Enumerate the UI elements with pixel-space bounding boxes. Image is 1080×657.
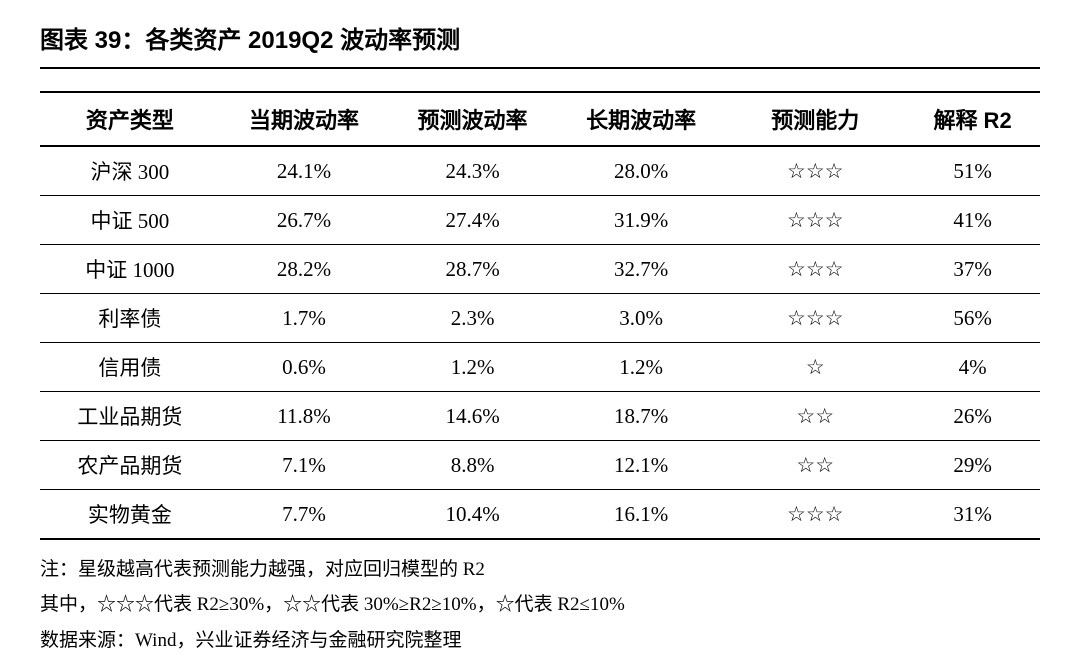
cell-asset: 信用债 (40, 343, 220, 392)
table-row: 中证 50026.7%27.4%31.9%☆☆☆41% (40, 196, 1040, 245)
cell-current-vol: 26.7% (220, 196, 389, 245)
cell-longterm-vol: 32.7% (557, 245, 726, 294)
table-row: 工业品期货11.8%14.6%18.7%☆☆26% (40, 392, 1040, 441)
cell-stars: ☆☆☆ (725, 245, 905, 294)
cell-predicted-vol: 8.8% (388, 441, 557, 490)
note-line-3: 数据来源：Wind，兴业证券经济与金融研究院整理 (40, 625, 1040, 657)
chart-title-region: 图表 39：各类资产 2019Q2 波动率预测 (40, 20, 1040, 69)
cell-predicted-vol: 28.7% (388, 245, 557, 294)
cell-longterm-vol: 12.1% (557, 441, 726, 490)
cell-predicted-vol: 2.3% (388, 294, 557, 343)
cell-current-vol: 28.2% (220, 245, 389, 294)
cell-current-vol: 7.1% (220, 441, 389, 490)
note-line-2: 其中，☆☆☆代表 R2≥30%，☆☆代表 30%≥R2≥10%，☆代表 R2≤1… (40, 589, 1040, 621)
cell-predicted-vol: 24.3% (388, 146, 557, 196)
table-body: 沪深 30024.1%24.3%28.0%☆☆☆51%中证 50026.7%27… (40, 146, 1040, 539)
volatility-table: 资产类型 当期波动率 预测波动率 长期波动率 预测能力 解释 R2 沪深 300… (40, 91, 1040, 540)
col-pred-ability: 预测能力 (725, 92, 905, 146)
cell-asset: 中证 500 (40, 196, 220, 245)
cell-predicted-vol: 1.2% (388, 343, 557, 392)
cell-r2: 37% (905, 245, 1040, 294)
cell-current-vol: 7.7% (220, 490, 389, 540)
cell-asset: 实物黄金 (40, 490, 220, 540)
cell-r2: 4% (905, 343, 1040, 392)
table-row: 实物黄金7.7%10.4%16.1%☆☆☆31% (40, 490, 1040, 540)
cell-r2: 41% (905, 196, 1040, 245)
cell-asset: 沪深 300 (40, 146, 220, 196)
cell-asset: 农产品期货 (40, 441, 220, 490)
table-row: 沪深 30024.1%24.3%28.0%☆☆☆51% (40, 146, 1040, 196)
note-line-1: 注：星级越高代表预测能力越强，对应回归模型的 R2 (40, 554, 1040, 586)
cell-predicted-vol: 10.4% (388, 490, 557, 540)
cell-longterm-vol: 16.1% (557, 490, 726, 540)
cell-stars: ☆☆ (725, 441, 905, 490)
table-row: 信用债0.6%1.2%1.2%☆4% (40, 343, 1040, 392)
table-row: 利率债1.7%2.3%3.0%☆☆☆56% (40, 294, 1040, 343)
col-longterm-vol: 长期波动率 (557, 92, 726, 146)
cell-current-vol: 1.7% (220, 294, 389, 343)
cell-r2: 26% (905, 392, 1040, 441)
cell-longterm-vol: 18.7% (557, 392, 726, 441)
table-row: 农产品期货7.1%8.8%12.1%☆☆29% (40, 441, 1040, 490)
cell-asset: 工业品期货 (40, 392, 220, 441)
table-header-row: 资产类型 当期波动率 预测波动率 长期波动率 预测能力 解释 R2 (40, 92, 1040, 146)
cell-longterm-vol: 28.0% (557, 146, 726, 196)
cell-asset: 利率债 (40, 294, 220, 343)
cell-stars: ☆☆☆ (725, 146, 905, 196)
cell-stars: ☆ (725, 343, 905, 392)
table-row: 中证 100028.2%28.7%32.7%☆☆☆37% (40, 245, 1040, 294)
cell-r2: 56% (905, 294, 1040, 343)
cell-longterm-vol: 31.9% (557, 196, 726, 245)
cell-current-vol: 11.8% (220, 392, 389, 441)
cell-r2: 51% (905, 146, 1040, 196)
cell-r2: 31% (905, 490, 1040, 540)
col-asset-type: 资产类型 (40, 92, 220, 146)
cell-stars: ☆☆☆ (725, 294, 905, 343)
footnotes: 注：星级越高代表预测能力越强，对应回归模型的 R2 其中，☆☆☆代表 R2≥30… (40, 554, 1040, 657)
cell-predicted-vol: 14.6% (388, 392, 557, 441)
col-predicted-vol: 预测波动率 (388, 92, 557, 146)
cell-longterm-vol: 3.0% (557, 294, 726, 343)
cell-current-vol: 0.6% (220, 343, 389, 392)
cell-stars: ☆☆ (725, 392, 905, 441)
cell-current-vol: 24.1% (220, 146, 389, 196)
cell-longterm-vol: 1.2% (557, 343, 726, 392)
col-current-vol: 当期波动率 (220, 92, 389, 146)
chart-title: 图表 39：各类资产 2019Q2 波动率预测 (40, 27, 460, 54)
col-r2: 解释 R2 (905, 92, 1040, 146)
cell-stars: ☆☆☆ (725, 196, 905, 245)
cell-stars: ☆☆☆ (725, 490, 905, 540)
cell-asset: 中证 1000 (40, 245, 220, 294)
cell-predicted-vol: 27.4% (388, 196, 557, 245)
cell-r2: 29% (905, 441, 1040, 490)
